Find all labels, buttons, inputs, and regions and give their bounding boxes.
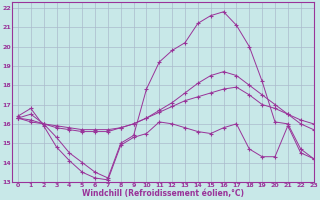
X-axis label: Windchill (Refroidissement éolien,°C): Windchill (Refroidissement éolien,°C) <box>82 189 244 198</box>
